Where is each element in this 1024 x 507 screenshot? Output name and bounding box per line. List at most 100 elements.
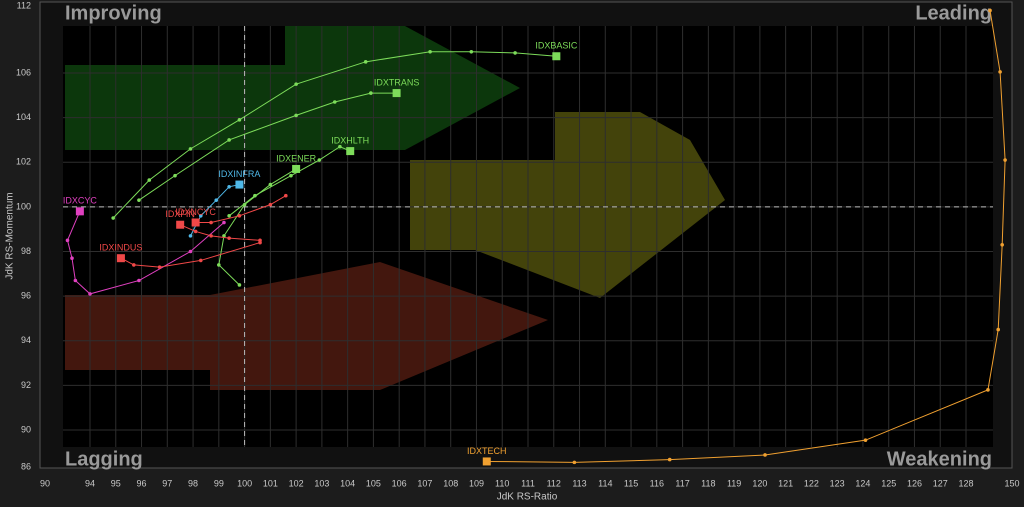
x-tick-label: 100 — [237, 478, 252, 488]
y-tick-label: 106 — [16, 67, 31, 77]
x-tick-label: 107 — [417, 478, 432, 488]
y-tick-label: 92 — [21, 380, 31, 390]
trail-marker — [227, 214, 231, 218]
trail-marker — [227, 184, 231, 189]
x-tick-label: 101 — [263, 478, 278, 488]
series-label: IDXFIN — [165, 209, 195, 219]
trail-marker — [237, 283, 242, 287]
x-tick-label: 115 — [624, 478, 638, 488]
trail-marker — [237, 214, 242, 218]
trail-line — [112, 51, 557, 219]
x-axis-title: JdK RS-Ratio — [497, 492, 558, 503]
x-tick-label: 112 — [547, 478, 561, 488]
series-label: IDXBASIC — [535, 41, 578, 51]
x-tick-label: 106 — [392, 478, 407, 488]
series-label: IDXCYC — [63, 196, 98, 206]
trail-marker — [237, 118, 242, 122]
x-tick-label: 97 — [162, 478, 172, 488]
x-tick-label: 120 — [752, 478, 767, 488]
trail-marker — [222, 234, 226, 238]
trail-marker — [317, 158, 322, 162]
trail-marker — [209, 234, 213, 238]
trail-marker — [294, 113, 298, 118]
arrow-green — [65, 26, 520, 150]
y-tick-label: 90 — [21, 424, 31, 434]
trail-marker — [147, 178, 152, 182]
head-marker — [392, 89, 401, 98]
trail-marker — [469, 49, 474, 54]
trail-marker — [222, 220, 226, 225]
trail-marker — [428, 49, 432, 54]
trail-marker — [513, 51, 517, 55]
trail-marker — [988, 8, 992, 13]
trail-marker — [253, 193, 257, 198]
trail-marker — [338, 144, 342, 149]
x-tick-label: 124 — [855, 478, 870, 488]
trail-marker — [65, 238, 70, 243]
trail-marker — [1003, 158, 1007, 162]
head-marker — [191, 218, 200, 227]
trail-marker — [763, 453, 767, 457]
x-tick-label: 105 — [366, 478, 381, 488]
x-tick-label: 94 — [85, 478, 95, 488]
trail-line — [228, 146, 351, 217]
x-tick-label: 103 — [314, 478, 329, 488]
trail-marker — [198, 258, 203, 263]
x-tick-label: 150 — [1004, 478, 1019, 488]
trail-marker — [188, 234, 193, 238]
trail-marker — [268, 182, 273, 187]
quadrant-label: Lagging — [65, 448, 143, 470]
trail-marker — [294, 82, 298, 86]
quadrant-label: Improving — [65, 2, 162, 24]
x-tick-label: 104 — [340, 478, 355, 488]
trail-marker — [572, 460, 577, 465]
head-marker — [552, 52, 561, 61]
x-tick-label: 114 — [598, 478, 612, 488]
trail-marker — [242, 202, 247, 207]
trail-marker — [863, 438, 868, 442]
trail-marker — [667, 457, 672, 462]
trail-marker — [289, 173, 293, 178]
head-marker — [75, 207, 84, 216]
x-tick-label: 117 — [675, 478, 689, 488]
trail-marker — [227, 236, 231, 240]
trail-line — [66, 211, 225, 295]
arrow-red — [65, 262, 548, 390]
trail-marker — [363, 60, 368, 64]
x-tick-label: 118 — [701, 478, 715, 488]
y-axis-title: JdK RS-Momentum — [5, 192, 16, 279]
x-tick-label: 96 — [137, 478, 147, 488]
trail-marker — [70, 256, 74, 260]
trail-marker — [268, 202, 273, 207]
trail-marker — [227, 138, 231, 142]
head-marker — [116, 254, 125, 263]
x-tick-label: 125 — [881, 478, 896, 488]
x-tick-label: 90 — [40, 478, 50, 488]
quadrant-label: Leading — [915, 2, 992, 24]
y-tick-label: 104 — [16, 112, 31, 122]
quadrant-label: Weakening — [887, 448, 992, 470]
x-tick-label: 127 — [933, 478, 948, 488]
x-tick-label: 122 — [804, 478, 819, 488]
head-marker — [176, 220, 185, 229]
x-tick-label: 95 — [111, 478, 121, 488]
trail-marker — [111, 216, 115, 220]
trail-marker — [332, 100, 337, 104]
grid — [63, 26, 993, 447]
trail-marker — [1000, 243, 1004, 247]
y-tick-label: 86 — [21, 461, 31, 471]
x-tick-label: 102 — [289, 478, 304, 488]
y-tick-label: 100 — [16, 201, 31, 211]
y-tick-label: 112 — [17, 0, 31, 10]
trail-marker — [369, 91, 373, 95]
series-label: IDXINFRA — [218, 169, 260, 179]
x-tick-label: 98 — [188, 478, 198, 488]
y-tick-label: 96 — [21, 291, 31, 301]
series-label: IDXHLTH — [331, 135, 369, 145]
x-tick-label: 110 — [495, 478, 509, 488]
y-tick-label: 98 — [21, 246, 31, 256]
x-tick-label: 113 — [572, 478, 586, 488]
trail-marker — [132, 263, 136, 267]
